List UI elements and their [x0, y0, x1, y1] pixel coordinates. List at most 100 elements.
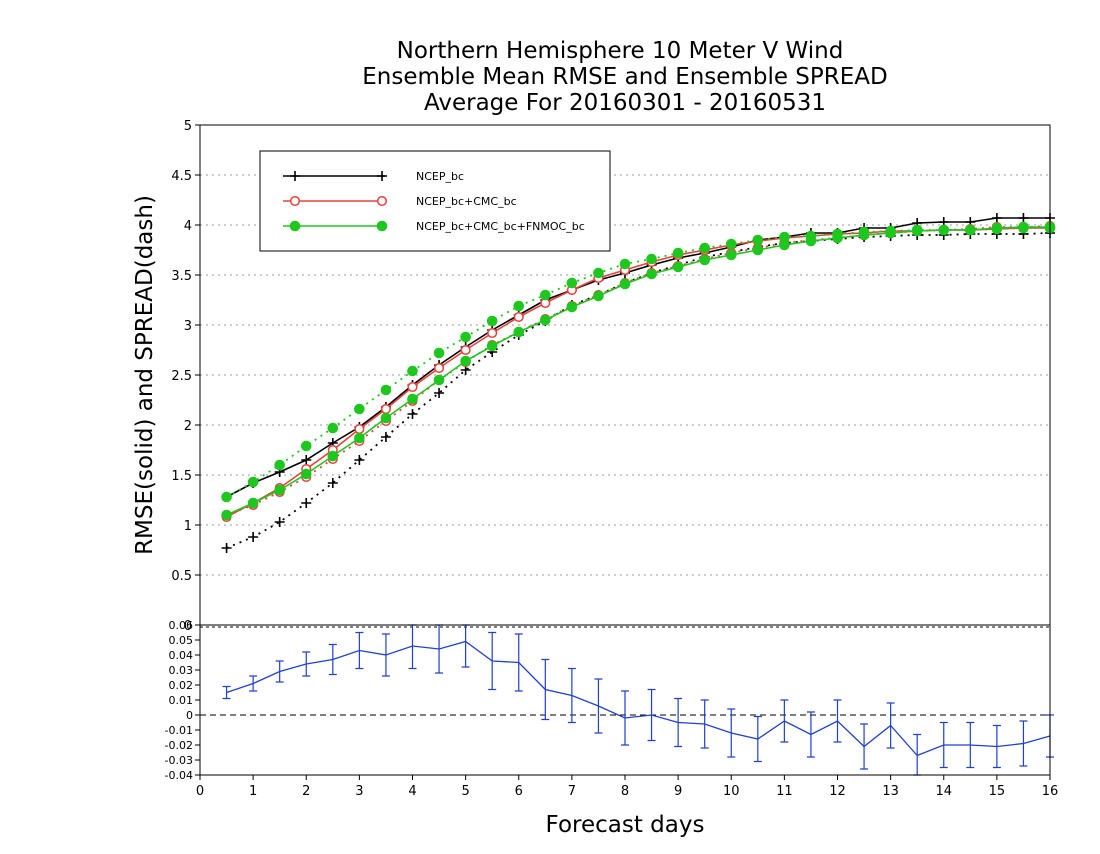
spread-point — [274, 517, 285, 527]
top-y-tick-label: 1 — [184, 519, 192, 534]
spread-point — [407, 409, 418, 419]
bottom-y-tick-label: 0.03 — [169, 664, 194, 677]
x-tick-label: 1 — [249, 784, 257, 799]
top-y-tick-label: 0 — [184, 619, 192, 634]
x-axis-ticks: 0 1 2 3 4 5 6 7 8 9 10 11 12 13 14 15 16 — [196, 775, 1058, 799]
bottom-y-tick-label: -0.04 — [165, 769, 193, 782]
legend-marker — [289, 195, 301, 207]
error-bar — [381, 633, 390, 677]
bottom-y-tick-label: 0 — [186, 709, 193, 722]
rmse-point — [460, 355, 471, 367]
legend-marker — [377, 171, 387, 181]
top-panel-y-ticks: 0 0.5 1 1.5 2 2.5 3 3.5 4 4.5 5 — [171, 119, 200, 634]
spread-point — [247, 476, 259, 488]
x-tick-label: 5 — [461, 784, 469, 799]
spread-point — [566, 277, 578, 289]
rmse-point — [274, 484, 285, 496]
rmse-point — [513, 326, 525, 338]
rmse-line — [226, 227, 1050, 518]
legend-marker — [290, 171, 300, 181]
legend-label: NCEP_bc+CMC_bc — [416, 195, 517, 208]
bottom-y-tick-label: 0.05 — [169, 634, 194, 647]
error-bar — [514, 633, 523, 692]
rmse-point — [965, 224, 976, 236]
rmse-point — [885, 227, 896, 239]
error-bar — [275, 660, 284, 683]
spread-point — [486, 315, 498, 327]
legend-label: NCEP_bc+CMC_bc+FNMOC_bc — [416, 220, 585, 233]
error-bar — [541, 658, 550, 721]
x-tick-label: 14 — [935, 784, 952, 799]
x-tick-label: 15 — [989, 784, 1006, 799]
x-tick-label: 12 — [829, 784, 846, 799]
spread-point — [354, 455, 365, 465]
rmse-point — [300, 468, 312, 480]
rmse-point — [380, 403, 391, 415]
rmse-line — [226, 217, 1050, 498]
x-tick-label: 13 — [882, 784, 899, 799]
legend: NCEP_bc NCEP_bc+CMC_bc NCEP_bc+CMC_bc+FNMO… — [259, 150, 611, 252]
rmse-point — [832, 232, 843, 244]
x-tick-label: 9 — [674, 784, 682, 799]
top-y-tick-label: 4 — [184, 219, 192, 234]
spread-point — [646, 253, 657, 265]
error-bar — [302, 651, 311, 677]
bottom-y-tick-label: -0.03 — [165, 754, 193, 767]
legend-marker — [289, 220, 301, 232]
rmse-point — [646, 268, 657, 280]
rmse-point — [354, 423, 365, 435]
spread-point — [460, 331, 471, 343]
spread-point — [354, 403, 365, 415]
spread-point — [380, 432, 391, 442]
x-tick-label: 3 — [355, 784, 363, 799]
spread-point — [301, 498, 312, 508]
bottom-y-tick-label: 0.02 — [169, 679, 194, 692]
error-bar — [753, 715, 762, 763]
spread-point — [327, 422, 339, 434]
top-y-tick-label: 2 — [184, 419, 192, 434]
x-tick-label: 6 — [515, 784, 523, 799]
spread-point — [380, 384, 392, 396]
rmse-point — [805, 235, 817, 247]
spread-point — [221, 543, 232, 553]
error-bar — [1019, 720, 1028, 767]
rmse-point — [301, 455, 312, 465]
spread-point — [433, 347, 445, 359]
bottom-y-tick-label: 0.06 — [169, 619, 194, 632]
error-bar — [355, 631, 364, 670]
error-bar — [222, 685, 231, 700]
top-y-tick-label: 3.5 — [171, 269, 192, 284]
x-tick-label: 7 — [568, 784, 576, 799]
error-bar — [700, 699, 709, 749]
rmse-point — [858, 229, 870, 241]
error-bar — [249, 675, 258, 692]
spread-point — [619, 258, 631, 270]
rmse-point — [540, 314, 551, 326]
error-bar — [461, 624, 470, 668]
spread-point — [725, 238, 737, 250]
rmse-point — [221, 509, 232, 521]
spread-line — [226, 227, 1050, 498]
rmse-point — [991, 213, 1002, 223]
rmse-point — [991, 222, 1003, 234]
rmse-line — [226, 226, 1050, 516]
rmse-point — [619, 278, 631, 290]
rmse-point — [487, 327, 498, 339]
rmse-point — [725, 249, 737, 261]
rmse-point — [593, 290, 604, 302]
spread-line — [226, 232, 1051, 549]
error-bar — [966, 721, 975, 769]
rmse-point — [486, 340, 498, 352]
error-bar — [621, 690, 629, 746]
rmse-point — [938, 224, 950, 236]
series-2 — [221, 221, 1056, 521]
spread-point — [672, 247, 684, 259]
legend-marker — [376, 195, 388, 207]
error-bar — [727, 708, 736, 758]
top-y-tick-label: 0.5 — [171, 569, 192, 584]
bottom-panel-series — [222, 624, 1054, 776]
legend-box — [259, 150, 611, 252]
error-bar — [886, 702, 895, 749]
error-bar — [488, 631, 497, 691]
